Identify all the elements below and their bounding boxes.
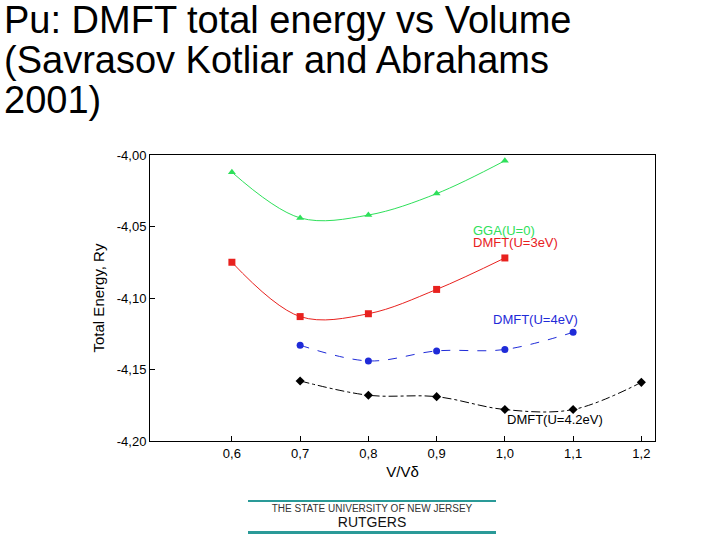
svg-text:-4,05: -4,05 xyxy=(117,219,147,234)
svg-text:-4,00: -4,00 xyxy=(117,148,147,163)
svg-text:1,1: 1,1 xyxy=(564,446,582,461)
svg-text:Total Energy, Ry: Total Energy, Ry xyxy=(90,243,107,352)
svg-text:-4,10: -4,10 xyxy=(117,291,147,306)
html-text:RUTGERS: RUTGERS xyxy=(337,514,407,530)
svg-text:DMFT(U=3eV): DMFT(U=3eV) xyxy=(473,235,558,250)
html-text:THE STATE UNIVERSITY OF NEW JE: THE STATE UNIVERSITY OF NEW JERSEY xyxy=(271,503,473,514)
svg-text:-4,15: -4,15 xyxy=(117,362,147,377)
svg-text:-4,20: -4,20 xyxy=(117,434,147,449)
svg-text:0,6: 0,6 xyxy=(223,446,241,461)
svg-text:DMFT(U=4.2eV): DMFT(U=4.2eV) xyxy=(507,412,603,427)
svg-text:GGA(U=0): GGA(U=0) xyxy=(473,223,535,238)
svg-text:1,2: 1,2 xyxy=(632,446,650,461)
svg-text:DMFT(U=4eV): DMFT(U=4eV) xyxy=(493,312,578,327)
svg-text:0,7: 0,7 xyxy=(291,446,309,461)
svg-text:V/Vδ: V/Vδ xyxy=(386,463,419,480)
html-text:Pu: DMFT total energy vs Volum: Pu: DMFT total energy vs Volume (Savraso… xyxy=(4,0,572,121)
svg-text:1,0: 1,0 xyxy=(496,446,514,461)
svg-text:0,8: 0,8 xyxy=(359,446,377,461)
svg-text:0,9: 0,9 xyxy=(428,446,446,461)
